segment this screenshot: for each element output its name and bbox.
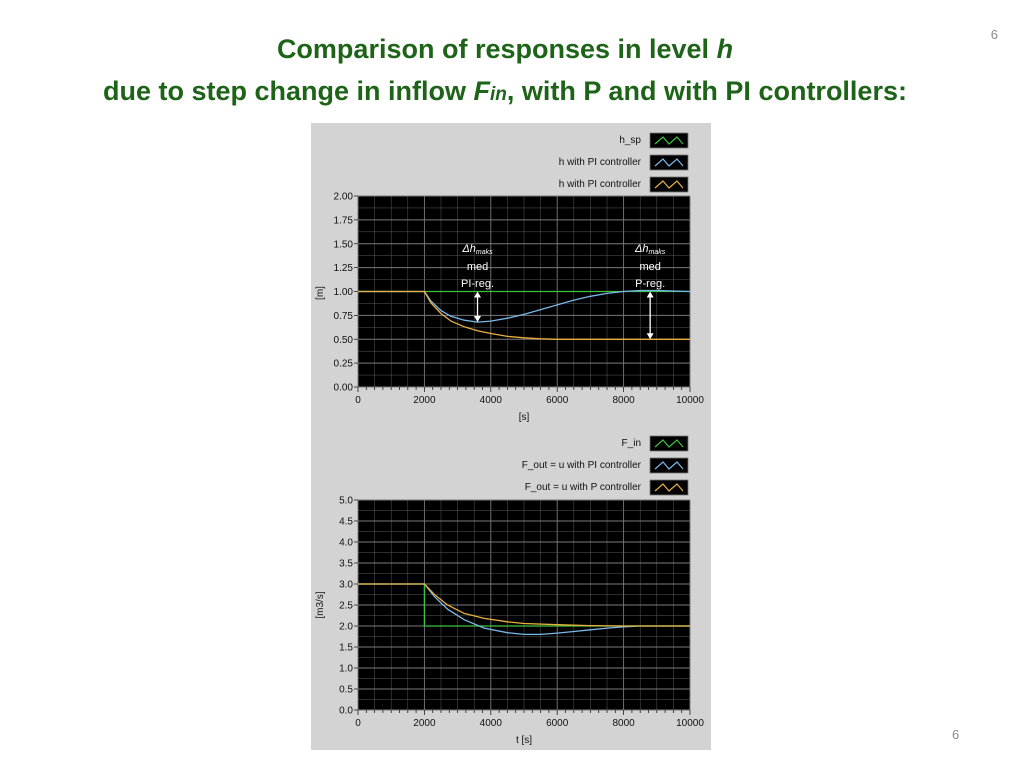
series-line — [358, 583, 690, 627]
charts-svg: 0 2000 4000 6000 8000 100000.000.250.500.751.… — [315, 132, 704, 746]
x-tick-label: 6000 — [546, 718, 569, 729]
x-tick-label: 4000 — [480, 718, 503, 729]
legend-label: F_out = u with P controller — [525, 482, 642, 493]
legend-swatch-line — [654, 158, 684, 167]
annotation-arrowhead — [646, 333, 654, 340]
y-tick-label: 5.0 — [339, 496, 353, 507]
annotation-label: PI-reg. — [461, 278, 494, 290]
y-tick-label: 2.5 — [339, 601, 353, 612]
page-number-top: 6 — [990, 27, 998, 42]
title-var-h: h — [716, 34, 734, 64]
chart-1: 0 2000 4000 6000 8000 10000 0.00 0.25 0.50 0.75 1.… — [315, 132, 704, 423]
chart-2: 0 2000 4000 6000 8000 10000 0.0 0.5 1.0 1.5 2.0 2.5… — [315, 435, 704, 746]
y-tick-label: 3.0 — [339, 580, 353, 591]
annotation-label: P-reg. — [635, 278, 665, 290]
annotation-arrowhead — [474, 291, 482, 298]
page-number-bottom: 6 — [952, 727, 960, 742]
y-tick-label: 1.25 — [334, 263, 354, 274]
legend-label: h with PI controller — [559, 179, 642, 190]
annotation-arrowhead — [646, 291, 654, 298]
x-tick-label: 4000 — [480, 395, 503, 406]
y-tick-label: 3.5 — [339, 559, 353, 570]
y-tick-label: 1.0 — [339, 664, 353, 675]
series-line — [358, 289, 691, 323]
y-tick-label: 2.0 — [339, 622, 353, 633]
x-tick-label: 8000 — [612, 395, 635, 406]
y-tick-label: 4.5 — [339, 517, 353, 528]
annotation-label: med — [467, 261, 488, 273]
legend-swatch — [649, 435, 689, 452]
legend-label: h_sp — [619, 135, 641, 146]
legend-swatch-line — [654, 136, 684, 145]
title-var-f: F — [473, 76, 491, 106]
y-tick-label: 2.00 — [334, 192, 354, 203]
legend-swatch — [649, 154, 689, 171]
annotation-label: Δhmaks — [634, 243, 666, 256]
title-var-sub: in — [490, 84, 507, 105]
legend-swatch-line — [654, 439, 684, 448]
x-tick-label: 0 — [355, 395, 361, 406]
y-tick-label: 1.5 — [339, 643, 353, 654]
legend-swatch-line — [654, 180, 684, 189]
y-tick-label: 1.00 — [334, 287, 354, 298]
x-tick-label: 6000 — [546, 395, 569, 406]
legend-swatch — [649, 176, 689, 193]
legend-swatch — [649, 132, 689, 149]
y-tick-label: 0.25 — [334, 359, 354, 370]
legend-swatch-line — [654, 461, 684, 470]
title-text: due to step change in inflow — [103, 76, 474, 106]
legend-swatch-line — [654, 483, 684, 492]
legend-label: h with PI controller — [559, 157, 642, 168]
y-axis-label: [m3/s] — [315, 591, 326, 618]
legend-swatch — [649, 457, 689, 474]
x-tick-label: 10000 — [676, 395, 704, 406]
x-axis-label: [s] — [519, 412, 530, 423]
slide-title-line2: due to step change in inflow Fin, with P… — [0, 76, 1010, 107]
title-text-rest: , with P and with PI controllers: — [506, 76, 907, 106]
annotation-label: med — [639, 261, 660, 273]
legend-label: F_in — [622, 438, 641, 449]
legend-label: F_out = u with PI controller — [522, 460, 642, 471]
legend-swatch — [649, 479, 689, 496]
y-tick-label: 0.50 — [334, 335, 354, 346]
annotation-label: Δhmaks — [461, 243, 493, 256]
y-tick-label: 1.50 — [334, 239, 354, 250]
title-text: Comparison of responses in level — [276, 34, 717, 64]
x-tick-label: 2000 — [413, 718, 436, 729]
x-tick-label: 10000 — [676, 718, 704, 729]
y-axis-label: [m] — [315, 286, 326, 300]
slide-title-line1: Comparison of responses in level h — [0, 34, 1010, 65]
x-tick-label: 8000 — [612, 718, 635, 729]
annotation-arrowhead — [474, 316, 482, 323]
y-tick-label: 0.0 — [339, 706, 353, 717]
y-tick-label: 0.5 — [339, 685, 353, 696]
y-tick-label: 1.75 — [334, 215, 354, 226]
y-tick-label: 0.75 — [334, 311, 354, 322]
y-tick-label: 4.0 — [339, 538, 353, 549]
x-axis-label: t [s] — [516, 735, 532, 746]
x-tick-label: 2000 — [413, 395, 436, 406]
y-tick-label: 0.00 — [334, 383, 354, 394]
series-line — [358, 290, 690, 340]
chart-panel: 0 2000 4000 6000 8000 10000 0.00 0.25 0.50 0.75 1.… — [311, 123, 711, 750]
x-tick-label: 0 — [355, 718, 361, 729]
